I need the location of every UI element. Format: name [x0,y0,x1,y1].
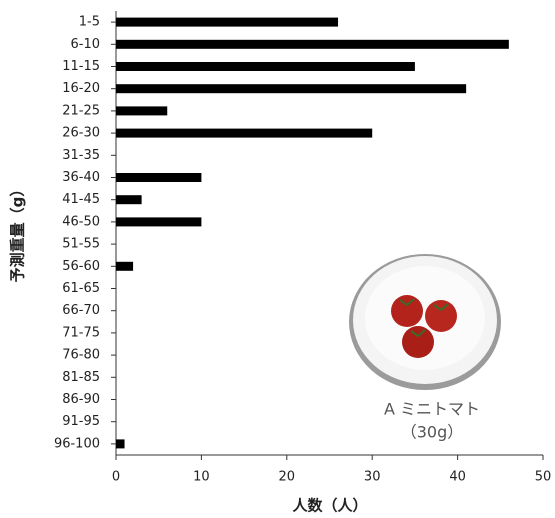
y-tick-label: 41-45 [62,192,100,207]
bar [116,173,201,182]
x-tick-label: 20 [279,470,296,485]
x-tick-label: 50 [535,470,552,485]
y-tick-label: 21-25 [62,103,100,118]
y-tick-label: 61-65 [62,281,100,296]
page: {"chart_data": {"type": "bar", "orientat… [0,0,555,518]
y-tick-label: 66-70 [62,303,100,318]
annotation: A ミニトマト [384,400,480,419]
bar [116,40,509,49]
y-tick-label: 96-100 [54,436,100,451]
bar [116,129,372,138]
x-axis-label: 人数（人） [292,497,367,515]
bar [116,18,338,27]
x-tick-label: 0 [112,470,120,485]
y-tick-label: 71-75 [62,325,100,340]
y-tick-label: 26-30 [62,126,100,141]
x-tick-label: 40 [449,470,466,485]
bar [116,106,167,115]
y-tick-label: 11-15 [62,59,100,74]
bar [116,262,133,271]
x-tick-label: 10 [193,470,210,485]
bar [116,217,201,226]
y-tick-label: 1-5 [79,15,100,30]
bar [116,439,125,448]
bar [116,62,415,71]
y-tick-label: 91-95 [62,414,100,429]
y-tick-label: 36-40 [62,170,100,185]
bar [116,84,466,93]
y-tick-label: 81-85 [62,370,100,385]
y-tick-label: 31-35 [62,148,100,163]
y-tick-label: 76-80 [62,348,100,363]
y-axis-label: 予測重量（g） [9,182,27,283]
y-tick-label: 86-90 [62,392,100,407]
y-tick-label: 6-10 [70,37,100,52]
bar [116,195,142,204]
y-tick-label: 46-50 [62,214,100,229]
y-tick-label: 16-20 [62,81,100,96]
annotation: （30g） [401,423,464,442]
y-tick-label: 56-60 [62,259,100,274]
x-tick-label: 30 [364,470,381,485]
bowl-photo [349,254,501,390]
chart: A ミニトマト （30g） 人数（人） 予測重量（g） 0 10 20 30 40 50 1… [0,0,555,518]
y-tick-label: 51-55 [62,237,100,252]
